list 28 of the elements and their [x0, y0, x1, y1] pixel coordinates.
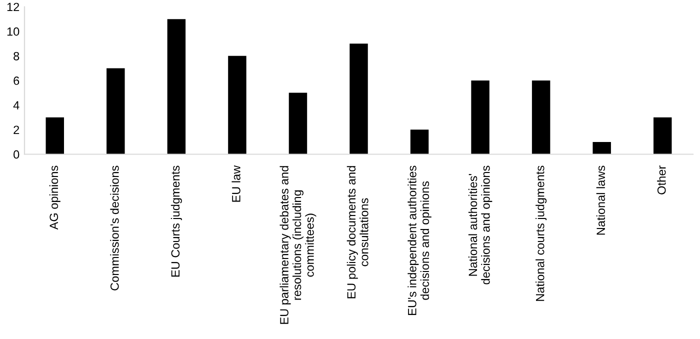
bar — [350, 44, 368, 154]
bar — [471, 80, 490, 154]
x-tick-label: National authorities' decisions and opinions — [468, 166, 492, 284]
bar — [592, 142, 611, 154]
bar — [106, 68, 125, 154]
x-tick-label: EU Courts judgments — [170, 166, 182, 277]
x-tick-label: EU policy documents and consultations — [346, 166, 368, 298]
y-tick-label: 8 — [14, 52, 20, 60]
x-tick-label: National laws — [596, 166, 606, 235]
bar — [228, 56, 246, 154]
bar — [167, 19, 186, 154]
x-tick-label: AG opinions — [49, 166, 60, 230]
bar — [288, 92, 308, 154]
x-tick-label: Commission's decisions — [110, 166, 119, 290]
y-tick-label: 6 — [14, 76, 20, 85]
y-tick-label: 10 — [7, 27, 20, 36]
x-tick-label: Other — [657, 166, 666, 194]
y-tick-label: 2 — [14, 126, 20, 134]
y-tick-label: 4 — [13, 101, 20, 110]
y-tick-label: 0 — [14, 150, 20, 159]
bar — [532, 80, 550, 154]
y-tick-label: 12 — [7, 2, 20, 12]
x-tick-label: EU law — [232, 165, 240, 202]
x-tick-label: National courts judgments — [536, 166, 547, 301]
bar — [410, 130, 429, 154]
x-tick-label: EU parliamentary debates and resolutions (including committees) — [280, 166, 316, 324]
bar — [46, 117, 64, 154]
bar — [654, 117, 672, 154]
